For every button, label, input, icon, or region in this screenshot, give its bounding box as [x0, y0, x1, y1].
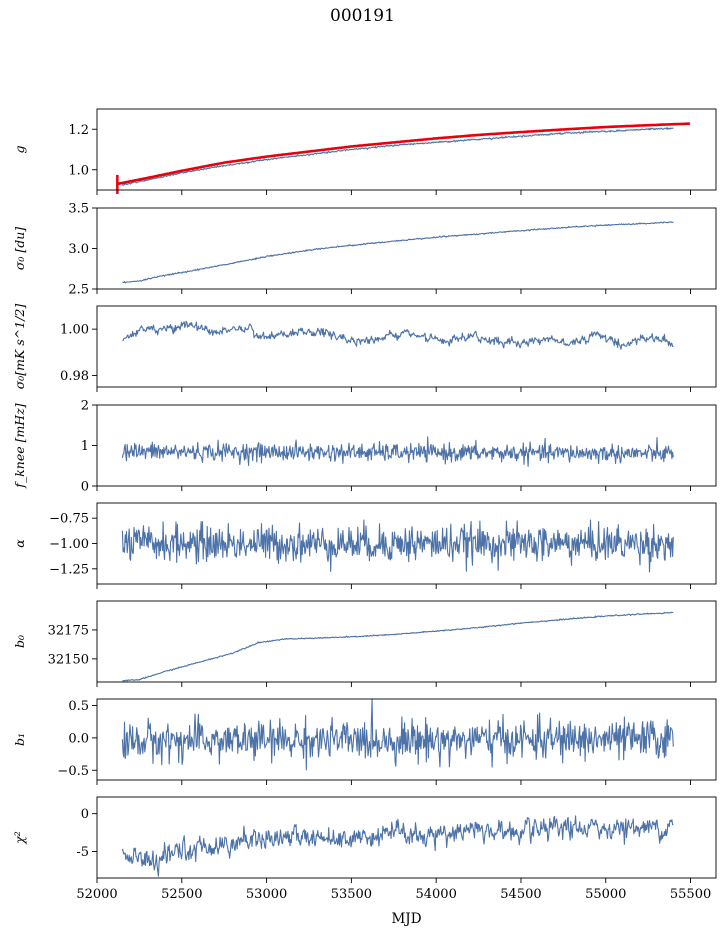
ytick-label: −1.00: [49, 537, 89, 552]
panel-sigma0_du: 2.5 3.0 3.5 σ₀ [du]: [12, 202, 717, 298]
series-line-g: [121, 127, 674, 187]
ylabel-sigma0_mk: σ₀[mK s^1/2]: [12, 304, 27, 390]
ylabel-chi2: χ²: [12, 831, 27, 845]
figure-title: 000191: [330, 6, 395, 26]
ytick-label: 0: [81, 480, 89, 495]
ytick-label: 1: [81, 439, 89, 454]
ytick-label: 1.0: [68, 163, 89, 178]
axes-frame-sigma0_du: [96, 207, 717, 290]
ytick-label: 0.98: [60, 369, 89, 384]
ytick-label: -5: [76, 845, 89, 860]
ylabel-fknee: f_knee [mHz]: [12, 403, 27, 488]
ytick-label: 0: [81, 807, 89, 822]
panel-chi2: -5 0 χ² 52000 52500 53000 53500 54000 54500 55000…: [12, 796, 717, 902]
axes-frame-fknee: [96, 404, 717, 487]
ytick-label: 0.0: [68, 731, 89, 746]
xtick-label: 53000: [246, 887, 287, 902]
ytick-label: −0.5: [57, 764, 89, 779]
axes-frame-b0: [96, 600, 717, 683]
panel-b0: 32150 32175 b₀: [12, 600, 717, 687]
xtick-label: 54500: [500, 887, 541, 902]
ytick-label: 2: [81, 399, 89, 414]
series-line-chi2: [121, 815, 674, 877]
ytick-label: 3.0: [68, 242, 89, 257]
ytick-label: −1.25: [49, 562, 89, 577]
panel-alpha: −1.25 −1.00 −0.75 α: [12, 502, 717, 589]
ytick-label: 32175: [48, 623, 89, 638]
ytick-label: 3.5: [68, 202, 89, 217]
xtick-label: 54000: [415, 887, 456, 902]
ylabel-sigma0_du: σ₀ [du]: [12, 227, 27, 270]
ytick-label: 1.00: [60, 323, 89, 338]
panel-fknee: 0 1 2 f_knee [mHz]: [12, 399, 717, 495]
axes-frame-b1: [96, 698, 717, 781]
series-line-sigma0_du: [122, 221, 674, 284]
ytick-label: 2.5: [68, 283, 89, 298]
xlabel: MJD: [391, 911, 421, 927]
ytick-label: 32150: [48, 652, 89, 667]
xtick-label: 55000: [585, 887, 626, 902]
ylabel-g: g: [12, 145, 27, 153]
xtick-label: 53500: [331, 887, 372, 902]
axes-frame-g: [96, 108, 717, 191]
ytick-label: 1.2: [68, 123, 89, 138]
ylabel-b0: b₀: [12, 635, 27, 648]
panel-g: 1.0 1.2 g: [12, 108, 717, 195]
series-line-alpha: [121, 519, 674, 573]
ytick-label: −0.75: [49, 512, 89, 527]
xtick-label: 55500: [670, 887, 711, 902]
panel-b1: −0.5 0.0 0.5 b₁: [12, 698, 717, 785]
xtick-label: 52000: [76, 887, 117, 902]
series-line-b0: [122, 611, 674, 682]
ylabel-alpha: α: [12, 539, 27, 548]
xtick-label: 52500: [161, 887, 202, 902]
ytick-label: 0.5: [68, 699, 89, 714]
fit-line-g: [117, 122, 690, 186]
series-line-b1: [121, 699, 674, 771]
ylabel-b1: b₁: [12, 733, 27, 746]
axes-frame-chi2: [96, 796, 717, 879]
series-line-fknee: [121, 436, 674, 467]
axes-frame-sigma0_mk: [96, 305, 717, 388]
panel-sigma0_mk: 0.98 1.00 σ₀[mK s^1/2]: [12, 304, 717, 392]
series-line-sigma0_mk: [122, 320, 674, 350]
